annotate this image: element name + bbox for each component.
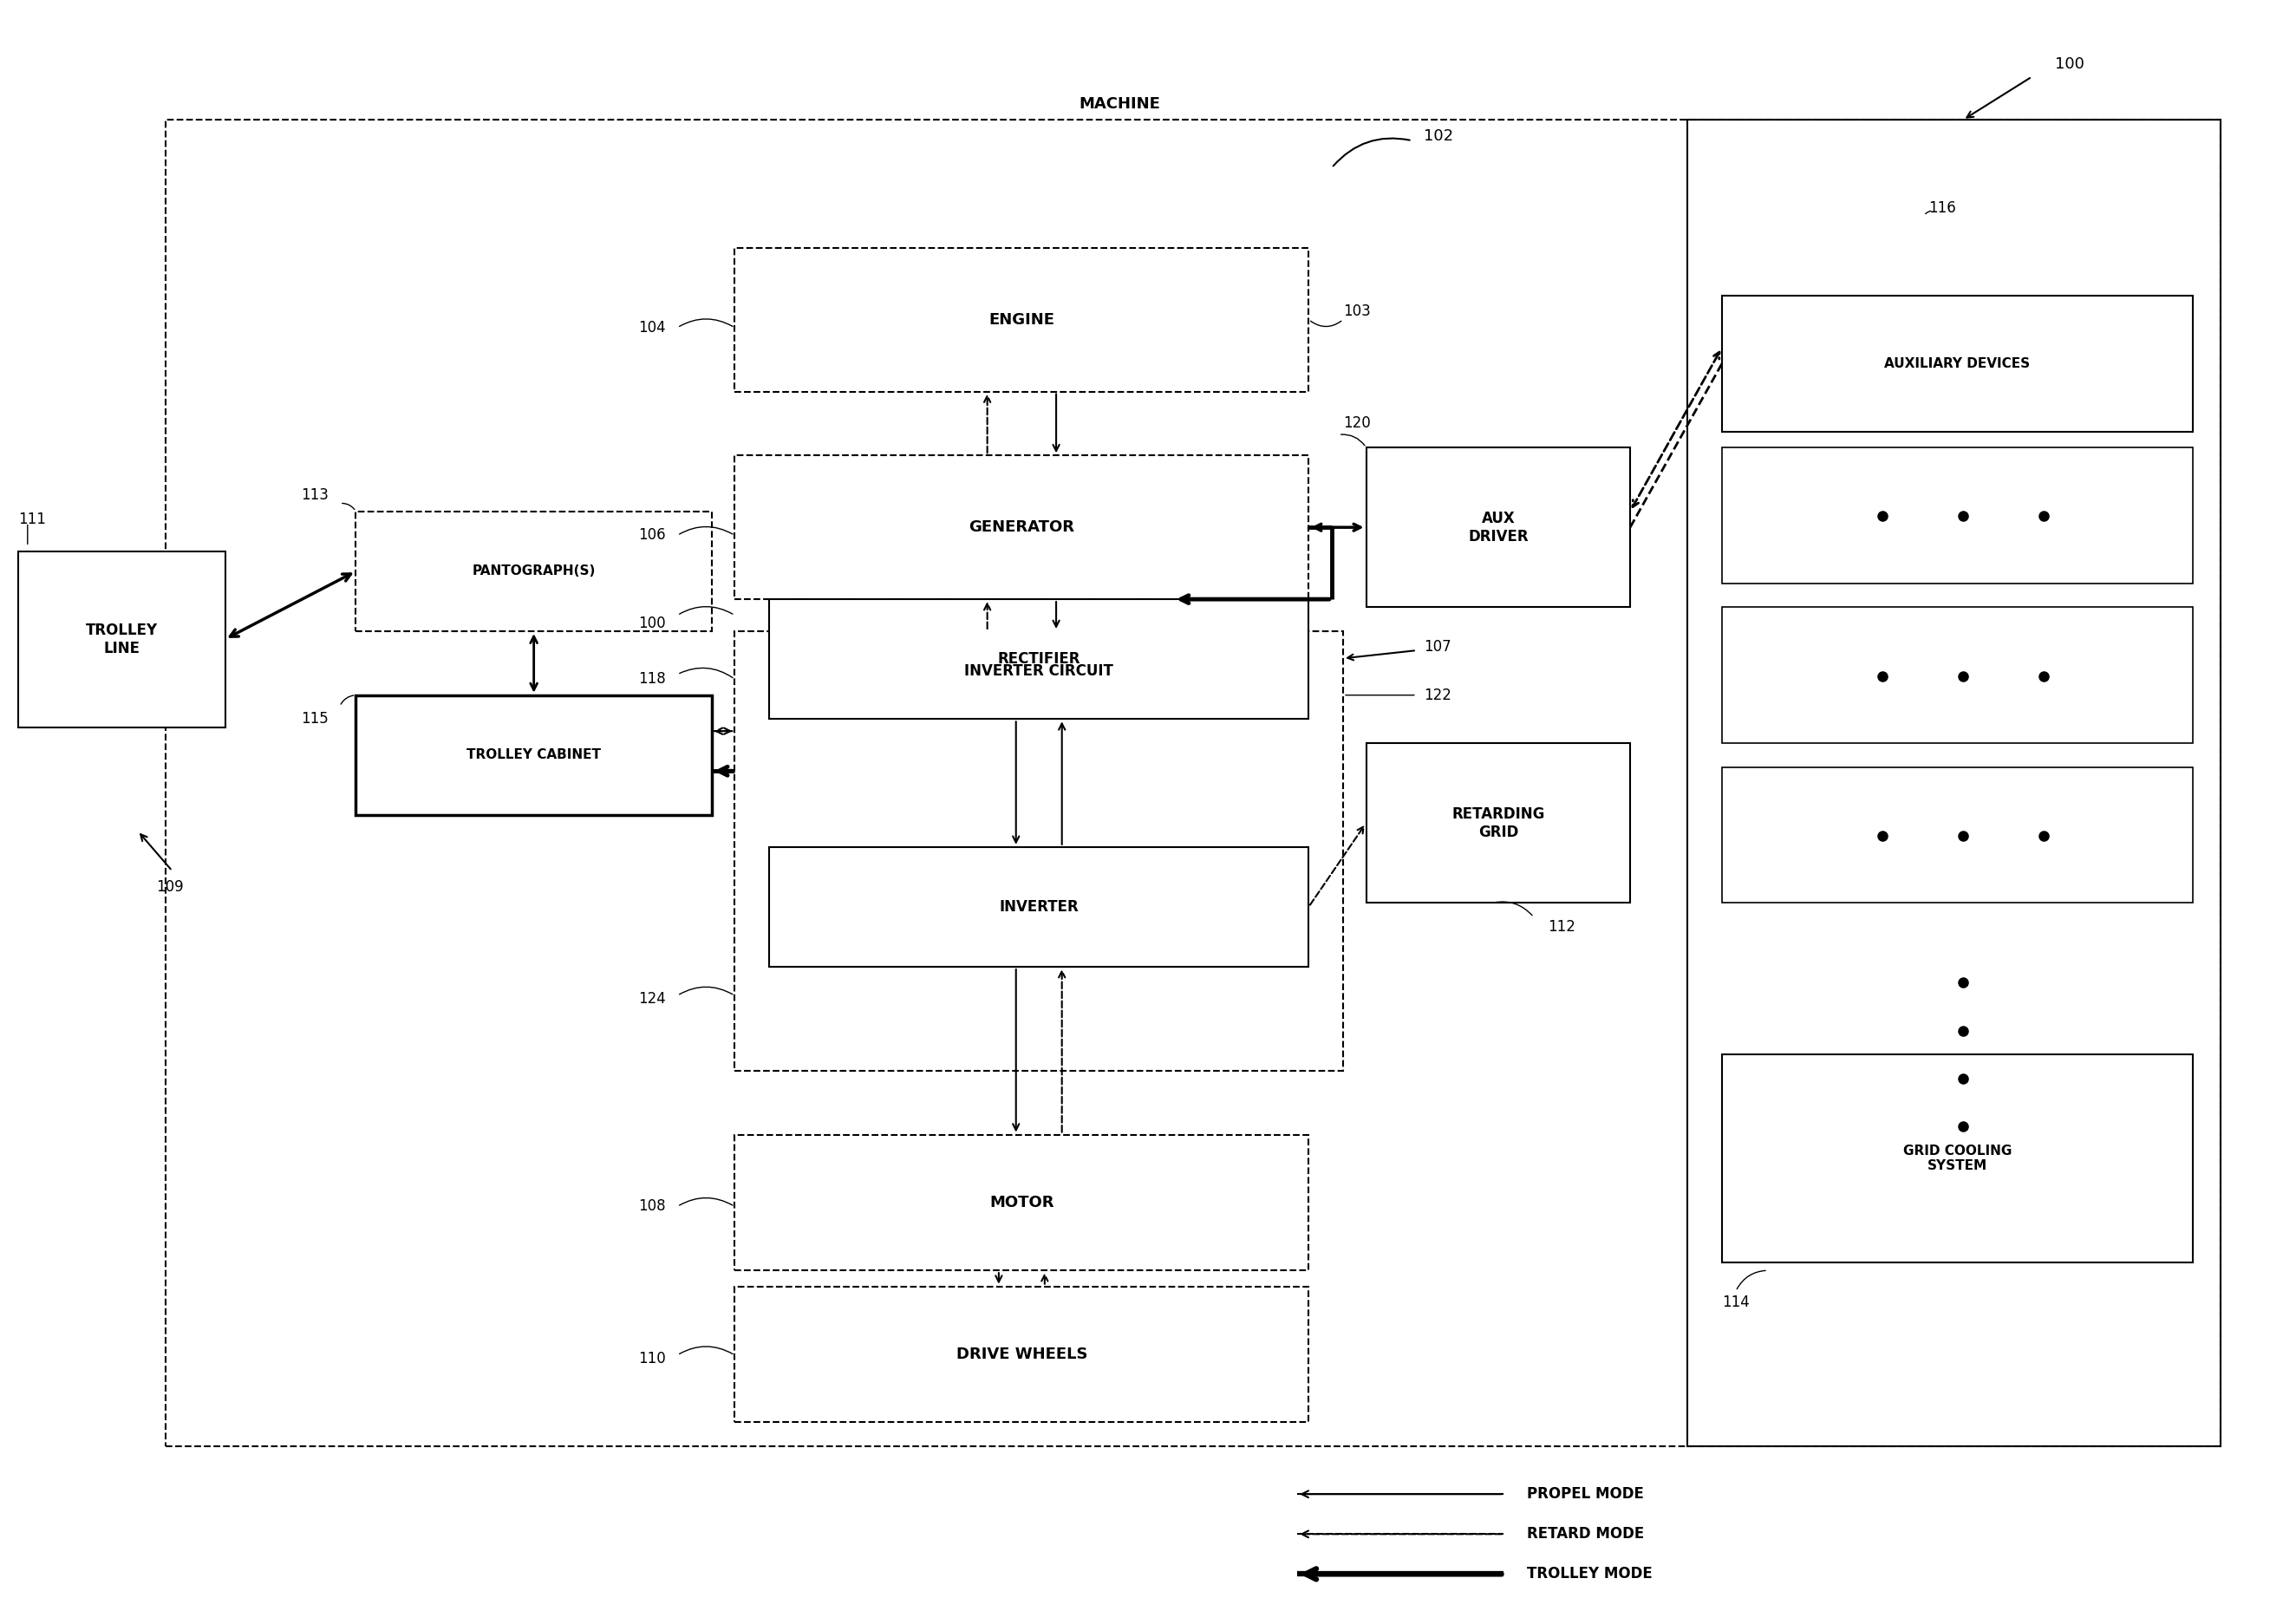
Text: DRIVE WHEELS: DRIVE WHEELS (955, 1347, 1088, 1361)
Text: 100: 100 (2055, 56, 2085, 72)
Text: 115: 115 (301, 711, 328, 727)
FancyBboxPatch shape (735, 631, 1343, 1071)
FancyBboxPatch shape (356, 511, 712, 631)
Text: 112: 112 (1548, 919, 1575, 935)
FancyBboxPatch shape (356, 695, 712, 815)
FancyBboxPatch shape (1722, 296, 2193, 431)
Text: 122: 122 (1424, 687, 1451, 703)
Text: 110: 110 (638, 1350, 666, 1366)
FancyBboxPatch shape (769, 847, 1309, 967)
Text: PROPEL MODE: PROPEL MODE (1527, 1486, 1644, 1502)
Text: INVERTER: INVERTER (999, 900, 1079, 914)
Text: INVERTER CIRCUIT: INVERTER CIRCUIT (964, 663, 1114, 679)
FancyBboxPatch shape (1366, 447, 1630, 607)
Text: ENGINE: ENGINE (990, 312, 1054, 328)
FancyBboxPatch shape (18, 551, 225, 727)
Text: AUX
DRIVER: AUX DRIVER (1467, 510, 1529, 545)
Text: GENERATOR: GENERATOR (969, 519, 1075, 535)
Text: RECTIFIER: RECTIFIER (996, 652, 1081, 666)
FancyBboxPatch shape (1722, 767, 2193, 903)
Text: MACHINE: MACHINE (1079, 96, 1159, 112)
FancyBboxPatch shape (1722, 607, 2193, 743)
Text: 118: 118 (638, 671, 666, 687)
Text: PANTOGRAPH(S): PANTOGRAPH(S) (473, 564, 595, 578)
Text: 124: 124 (638, 991, 666, 1007)
Text: RETARD MODE: RETARD MODE (1527, 1526, 1644, 1542)
Text: 102: 102 (1424, 128, 1453, 144)
Text: GRID COOLING
SYSTEM: GRID COOLING SYSTEM (1903, 1144, 2011, 1173)
Text: 113: 113 (301, 487, 328, 503)
Text: 108: 108 (638, 1198, 666, 1214)
FancyBboxPatch shape (735, 1135, 1309, 1270)
FancyBboxPatch shape (1366, 743, 1630, 903)
FancyBboxPatch shape (769, 599, 1309, 719)
Text: AUXILIARY DEVICES: AUXILIARY DEVICES (1885, 356, 2030, 371)
Text: 104: 104 (638, 320, 666, 336)
FancyBboxPatch shape (735, 1286, 1309, 1422)
Text: 106: 106 (638, 527, 666, 543)
FancyBboxPatch shape (1722, 1055, 2193, 1262)
Text: 109: 109 (156, 879, 184, 895)
Text: 103: 103 (1343, 304, 1371, 320)
Text: TROLLEY
LINE: TROLLEY LINE (85, 622, 158, 657)
Text: TROLLEY CABINET: TROLLEY CABINET (466, 748, 602, 762)
FancyBboxPatch shape (1722, 447, 2193, 583)
Text: 100: 100 (638, 615, 666, 631)
Text: 116: 116 (1929, 200, 1956, 216)
Text: 120: 120 (1343, 415, 1371, 431)
Text: 107: 107 (1424, 639, 1451, 655)
FancyBboxPatch shape (735, 455, 1309, 599)
Text: TROLLEY MODE: TROLLEY MODE (1527, 1566, 1653, 1582)
FancyBboxPatch shape (735, 248, 1309, 392)
Text: MOTOR: MOTOR (990, 1195, 1054, 1210)
Text: 111: 111 (18, 511, 46, 527)
Text: 114: 114 (1722, 1294, 1750, 1310)
Text: RETARDING
GRID: RETARDING GRID (1451, 805, 1545, 841)
